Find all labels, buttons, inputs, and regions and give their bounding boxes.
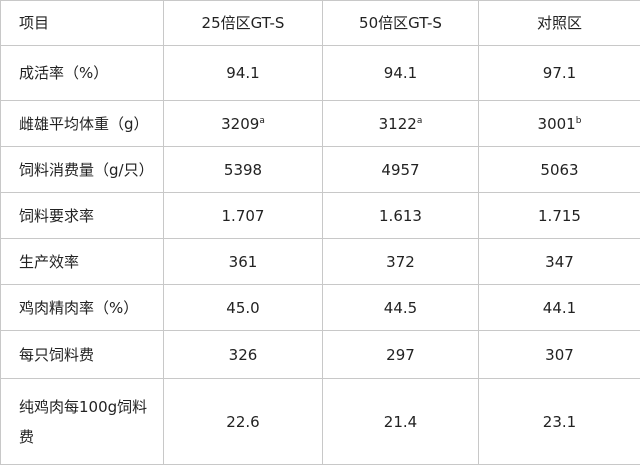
cell: 1.707	[164, 193, 323, 239]
cell-text: 1.715	[538, 207, 581, 225]
cell-text: 3001	[538, 115, 576, 133]
cell-text: 1.613	[379, 207, 422, 225]
cell: 347	[479, 239, 640, 285]
cell-text: 97.1	[543, 64, 576, 82]
cell-text: 鸡肉精肉率（%）	[19, 299, 138, 317]
row-label: 每只饲料费	[1, 331, 164, 379]
cell-text: 成活率（%）	[19, 64, 108, 82]
row-label: 鸡肉精肉率（%）	[1, 285, 164, 331]
cell-text: 22.6	[226, 413, 259, 431]
cell: 5063	[479, 147, 640, 193]
table-row: 纯鸡肉每100g饲料费 22.6 21.4 23.1	[1, 379, 640, 465]
cell: 3001b	[479, 101, 640, 147]
cell-text: 1.707	[222, 207, 265, 225]
cell: 4957	[323, 147, 479, 193]
cell: 97.1	[479, 46, 640, 101]
cell-text: 3122	[379, 115, 417, 133]
cell-text: 饲料消费量（g/只）	[19, 161, 154, 179]
cell: 361	[164, 239, 323, 285]
cell-text: 372	[386, 253, 415, 271]
superscript: a	[417, 116, 423, 126]
table-row: 每只饲料费 326 297 307	[1, 331, 640, 379]
cell: 5398	[164, 147, 323, 193]
table-row: 鸡肉精肉率（%） 45.0 44.5 44.1	[1, 285, 640, 331]
cell: 1.613	[323, 193, 479, 239]
header-cell: 50倍区GT-S	[323, 1, 479, 46]
table-row: 生产效率 361 372 347	[1, 239, 640, 285]
cell-text: 3209	[221, 115, 259, 133]
cell-text: 361	[229, 253, 258, 271]
row-label: 饲料消费量（g/只）	[1, 147, 164, 193]
cell-text: 326	[229, 346, 258, 364]
cell: 44.5	[323, 285, 479, 331]
row-label: 纯鸡肉每100g饲料费	[1, 379, 164, 465]
cell: 1.715	[479, 193, 640, 239]
cell-text: 每只饲料费	[19, 346, 94, 364]
table-row: 饲料消费量（g/只） 5398 4957 5063	[1, 147, 640, 193]
cell-text: 94.1	[384, 64, 417, 82]
cell-text: 23.1	[543, 413, 576, 431]
header-cell: 对照区	[479, 1, 640, 46]
cell-text: 生产效率	[19, 253, 79, 271]
cell-text: 94.1	[226, 64, 259, 82]
cell: 3122a	[323, 101, 479, 147]
row-label: 生产效率	[1, 239, 164, 285]
cell: 22.6	[164, 379, 323, 465]
cell: 307	[479, 331, 640, 379]
header-cell: 25倍区GT-S	[164, 1, 323, 46]
cell: 297	[323, 331, 479, 379]
row-label: 雌雄平均体重（g）	[1, 101, 164, 147]
cell-text: 347	[545, 253, 574, 271]
cell: 326	[164, 331, 323, 379]
header-cell: 项目	[1, 1, 164, 46]
cell: 45.0	[164, 285, 323, 331]
cell: 21.4	[323, 379, 479, 465]
cell-text: 44.5	[384, 299, 417, 317]
cell: 3209a	[164, 101, 323, 147]
table-row: 成活率（%） 94.1 94.1 97.1	[1, 46, 640, 101]
row-label: 成活率（%）	[1, 46, 164, 101]
cell-text: 5063	[540, 161, 578, 179]
cell-text: 21.4	[384, 413, 417, 431]
cell-text: 纯鸡肉每100g饲料费	[19, 398, 147, 446]
cell-text: 307	[545, 346, 574, 364]
cell-text: 44.1	[543, 299, 576, 317]
table-row: 饲料要求率 1.707 1.613 1.715	[1, 193, 640, 239]
cell-text: 45.0	[226, 299, 259, 317]
cell: 44.1	[479, 285, 640, 331]
cell: 372	[323, 239, 479, 285]
row-label: 饲料要求率	[1, 193, 164, 239]
cell: 94.1	[164, 46, 323, 101]
cell-text: 雌雄平均体重（g）	[19, 115, 149, 133]
cell: 94.1	[323, 46, 479, 101]
cell-text: 4957	[381, 161, 419, 179]
superscript: a	[259, 116, 265, 126]
cell-text: 5398	[224, 161, 262, 179]
cell-text: 297	[386, 346, 415, 364]
cell-text: 饲料要求率	[19, 207, 94, 225]
superscript: b	[576, 116, 582, 126]
cell: 23.1	[479, 379, 640, 465]
